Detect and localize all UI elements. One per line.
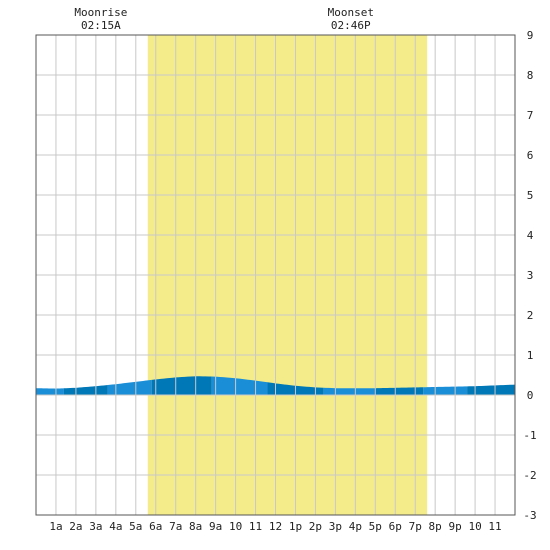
x-tick-label: 11 — [488, 520, 501, 533]
grid — [36, 35, 515, 515]
moonset-label: Moonset — [328, 6, 374, 19]
x-tick-label: 4p — [349, 520, 362, 533]
y-tick-label: -3 — [523, 509, 536, 522]
x-tick-label: 9p — [449, 520, 462, 533]
x-tick-label: 9a — [209, 520, 222, 533]
y-tick-label: -1 — [523, 429, 536, 442]
y-tick-label: 0 — [527, 389, 534, 402]
x-tick-label: 2a — [69, 520, 82, 533]
y-tick-label: 8 — [527, 69, 534, 82]
tide-area-segment — [423, 386, 468, 395]
tide-area-segment — [323, 387, 376, 395]
x-tick-label: 10 — [229, 520, 242, 533]
x-tick-label: 1p — [289, 520, 302, 533]
tide-area-segment — [211, 376, 268, 395]
x-tick-label: 5a — [129, 520, 142, 533]
y-tick-label: 6 — [527, 149, 534, 162]
tide-area-segment — [375, 387, 424, 395]
y-tick-label: 4 — [527, 229, 534, 242]
tide-area-segment — [36, 388, 64, 395]
x-tick-label: 2p — [309, 520, 322, 533]
y-tick-label: 9 — [527, 29, 534, 42]
y-tick-label: 3 — [527, 269, 534, 282]
x-tick-label: 8p — [429, 520, 442, 533]
tide-area-segment — [467, 384, 515, 395]
x-tick-label: 3a — [89, 520, 102, 533]
tide-area-segment — [151, 376, 212, 395]
x-tick-label: 6a — [149, 520, 162, 533]
x-tick-label: 8a — [189, 520, 202, 533]
moonrise-label: Moonrise — [74, 6, 127, 19]
tide-area-segment — [63, 385, 108, 395]
x-tick-label: 7p — [409, 520, 422, 533]
x-tick-label: 12 — [269, 520, 282, 533]
x-tick-label: 7a — [169, 520, 182, 533]
y-axis-ticks: -3 -2 -1 0 1 2 3 4 5 6 7 8 9 — [523, 29, 536, 522]
x-tick-label: 1a — [49, 520, 62, 533]
x-tick-label: 3p — [329, 520, 342, 533]
x-tick-label: 4a — [109, 520, 122, 533]
x-tick-label: 6p — [389, 520, 402, 533]
x-tick-label: 10 — [468, 520, 481, 533]
x-axis-ticks: 1a 2a 3a 4a 5a 6a 7a 8a 9a 10 11 12 1p 2p 3p 4p 5p 6p 7p 8p… — [49, 520, 501, 533]
moonrise-time: 02:15A — [81, 19, 121, 32]
plot-border — [35, 34, 516, 516]
x-tick-label: 5p — [369, 520, 382, 533]
y-tick-label: 1 — [527, 349, 534, 362]
x-tick-label: 11 — [249, 520, 262, 533]
tide-area-segment — [107, 379, 152, 395]
y-tick-label: -2 — [523, 469, 536, 482]
y-tick-label: 5 — [527, 189, 534, 202]
y-tick-label: 7 — [527, 109, 534, 122]
moonset-time: 02:46P — [331, 19, 371, 32]
y-tick-label: 2 — [527, 309, 534, 322]
